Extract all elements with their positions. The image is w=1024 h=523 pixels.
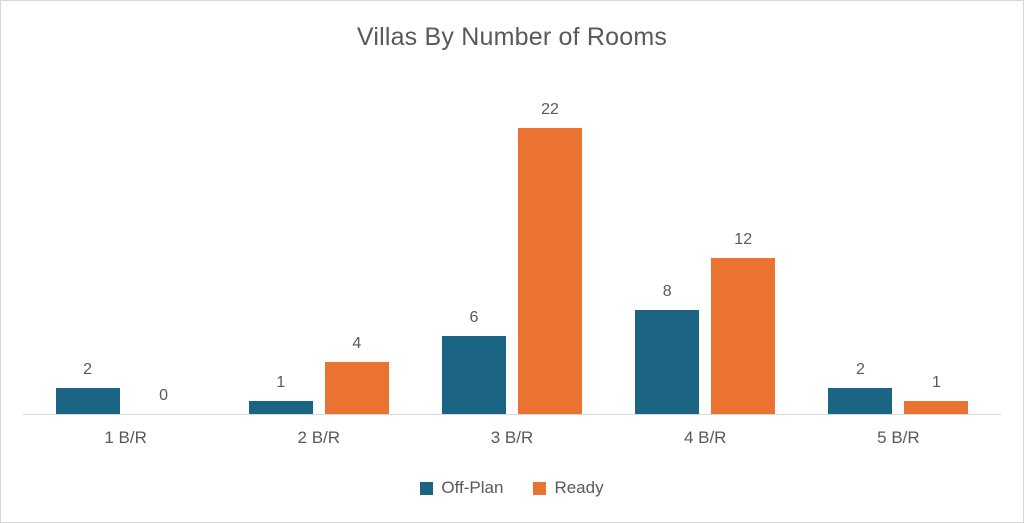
- legend-entry-off-plan: Off-Plan: [420, 478, 503, 498]
- legend-label: Off-Plan: [441, 478, 504, 497]
- bar-group-4-b-r: 8 12: [609, 71, 802, 414]
- bar-ready: [324, 362, 389, 414]
- bar-value-label: 2: [83, 361, 93, 378]
- category-label-1-b-r: 1 B/R: [104, 428, 147, 447]
- category-labels: 1 B/R 2 B/R 3 B/R 4 B/R 5 B/R: [29, 428, 995, 448]
- bar-value-label: 8: [662, 283, 672, 300]
- legend: Off-Plan Ready: [1, 478, 1023, 498]
- legend-entry-ready: Ready: [533, 478, 604, 498]
- bar-value-label: 2: [855, 361, 865, 378]
- bar-ready: [518, 128, 582, 414]
- legend-swatch-icon: [420, 481, 434, 495]
- bar-off-plan: [248, 401, 313, 414]
- bar-wrap: 2: [828, 361, 893, 414]
- legend-label: Ready: [554, 478, 604, 497]
- bar-wrap: 1: [248, 374, 313, 414]
- x-axis-line: [23, 414, 1001, 415]
- bar-value-label: 22: [541, 101, 559, 118]
- chart-title: Villas By Number of Rooms: [356, 23, 668, 51]
- category-label-2-b-r: 2 B/R: [297, 428, 341, 447]
- bar-off-plan: [442, 336, 506, 414]
- category-label-4-b-r: 4 B/R: [683, 428, 727, 447]
- bar-groups: 2 0 1 4 6 22 8 12 2 1: [29, 71, 995, 414]
- bar-value-label: 6: [469, 309, 479, 326]
- category-label-3-b-r: 3 B/R: [490, 428, 534, 447]
- plot-area: 2 0 1 4 6 22 8 12 2 1 1 B/R 2 B/R 3 B/R 4 B/R 5 B/R: [23, 71, 1001, 447]
- bar-wrap: 4: [324, 335, 389, 414]
- bar-ready: [711, 258, 776, 414]
- bar-value-label: 1: [931, 374, 941, 391]
- legend-swatch-icon: [533, 481, 547, 495]
- bar-wrap: 2: [55, 361, 120, 414]
- bar-value-label: 1: [276, 374, 286, 391]
- bar-wrap: 0: [132, 387, 196, 414]
- bar-value-label: 0: [159, 387, 169, 404]
- bar-wrap: 8: [635, 283, 700, 414]
- bar-wrap: 12: [711, 231, 776, 414]
- bar-wrap: 1: [904, 374, 969, 414]
- bar-off-plan: [635, 310, 700, 414]
- bar-value-label: 4: [352, 335, 362, 352]
- bar-group-3-b-r: 6 22: [415, 71, 608, 414]
- bar-wrap: 22: [518, 101, 582, 414]
- bar-wrap: 6: [442, 309, 506, 414]
- bar-off-plan: [828, 388, 893, 414]
- bar-off-plan: [55, 388, 120, 414]
- bar-ready: [904, 401, 969, 414]
- category-label-5-b-r: 5 B/R: [877, 428, 920, 447]
- bar-value-label: 12: [734, 231, 753, 248]
